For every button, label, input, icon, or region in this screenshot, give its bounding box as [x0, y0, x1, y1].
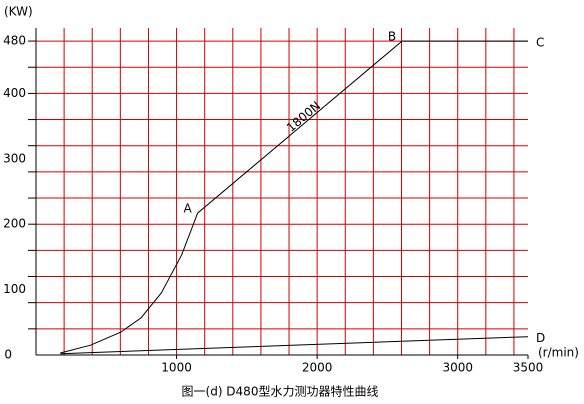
annotation: C [536, 36, 544, 50]
chart-title: 图一(d) D480型水力测功器特性曲线 [182, 384, 379, 399]
y-tick-label: 400 [3, 86, 26, 100]
y-tick-label: 300 [3, 151, 26, 165]
x-tick-label: 3500 [513, 361, 544, 375]
line [60, 336, 529, 355]
y-axis-label: (KW) [4, 5, 33, 19]
x-tick-label: 2000 [302, 361, 333, 375]
y-tick-label: 0 [4, 348, 12, 362]
y-tick-label: 100 [3, 282, 26, 296]
x-tick-label: 1000 [161, 361, 192, 375]
y-tick-label: 480 [3, 34, 26, 48]
x-tick-label: 3000 [442, 361, 473, 375]
y-tick-label: 200 [3, 217, 26, 231]
annotation: B [388, 30, 396, 44]
annotation: A [184, 202, 193, 216]
x-axis-label: (r/min) [538, 346, 579, 360]
annotation: D [536, 331, 545, 345]
line [60, 40, 528, 354]
